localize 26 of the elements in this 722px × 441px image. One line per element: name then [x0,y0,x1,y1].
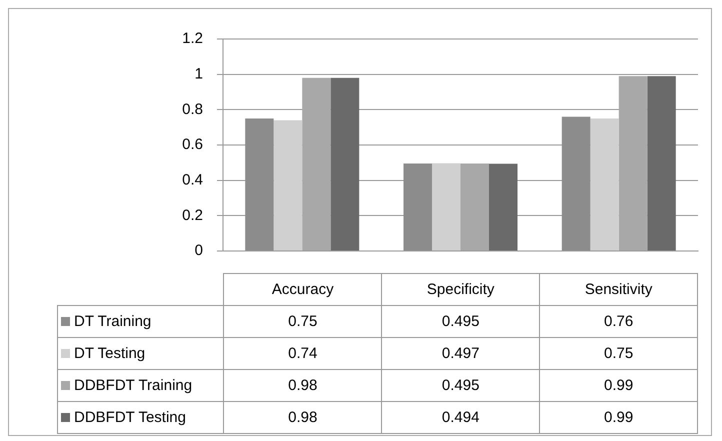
y-tick-label: 0.4 [182,171,203,188]
x-tick-label: Sensitivity [540,274,698,306]
legend-label: DDBFDT Testing [74,409,186,426]
y-tick-label: 0.2 [182,206,203,224]
x-tick-label: Accuracy [224,274,382,306]
data-label: 0.99 [540,370,698,402]
data-label: 0.495 [382,306,540,338]
y-tick-label: 0.8 [182,100,203,118]
legend-label: DT Training [74,313,152,330]
data-label: 0.98 [224,402,382,434]
data-label: 0.75 [540,338,698,370]
y-tick-label: 0.6 [182,136,203,154]
legend-label: DDBFDT Training [74,377,192,394]
data-label: 0.497 [382,338,540,370]
data-label: 0.98 [224,370,382,402]
data-label: 0.99 [540,402,698,434]
data-label: 0.76 [540,306,698,338]
y-tick-label: 1 [194,65,203,82]
data-label: 0.74 [224,338,382,370]
legend-label: DT Testing [74,345,146,362]
y-tick-label: 1.2 [182,30,203,48]
data-label: 0.495 [382,370,540,402]
data-label: 0.75 [224,306,382,338]
data-label: 0.494 [382,402,540,434]
x-tick-label: Specificity [382,274,540,306]
y-tick-label: 0 [194,242,203,260]
